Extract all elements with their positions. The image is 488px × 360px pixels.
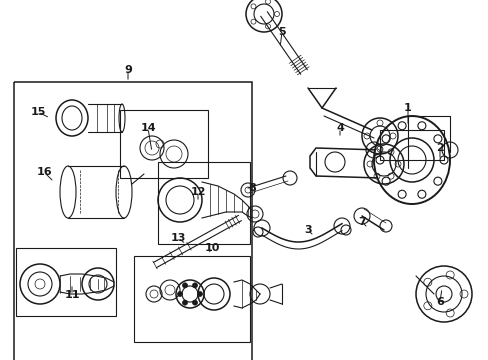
Text: 6: 6 bbox=[435, 297, 443, 307]
Text: 5: 5 bbox=[278, 27, 285, 37]
Text: 4: 4 bbox=[335, 123, 343, 133]
Text: 15: 15 bbox=[30, 107, 45, 117]
Circle shape bbox=[182, 300, 187, 305]
Bar bbox=[120, 110, 207, 178]
Text: 8: 8 bbox=[247, 183, 255, 193]
Text: 3: 3 bbox=[304, 225, 311, 235]
Ellipse shape bbox=[373, 116, 449, 204]
Circle shape bbox=[177, 292, 182, 297]
Circle shape bbox=[192, 283, 197, 288]
Text: 13: 13 bbox=[170, 233, 185, 243]
Text: 2: 2 bbox=[435, 143, 443, 153]
Circle shape bbox=[192, 300, 197, 305]
Text: 7: 7 bbox=[357, 217, 365, 227]
Bar bbox=[158, 162, 249, 244]
Bar bbox=[134, 256, 249, 342]
Text: 9: 9 bbox=[124, 65, 132, 75]
Text: 14: 14 bbox=[140, 123, 156, 133]
Circle shape bbox=[197, 292, 202, 297]
Text: 16: 16 bbox=[36, 167, 52, 177]
Text: 11: 11 bbox=[64, 290, 80, 300]
Text: 10: 10 bbox=[204, 243, 219, 253]
Circle shape bbox=[182, 283, 187, 288]
Bar bbox=[379, 130, 443, 160]
Text: 12: 12 bbox=[190, 187, 205, 197]
Bar bbox=[16, 248, 116, 316]
Bar bbox=[14, 82, 251, 360]
Text: 1: 1 bbox=[403, 103, 411, 113]
